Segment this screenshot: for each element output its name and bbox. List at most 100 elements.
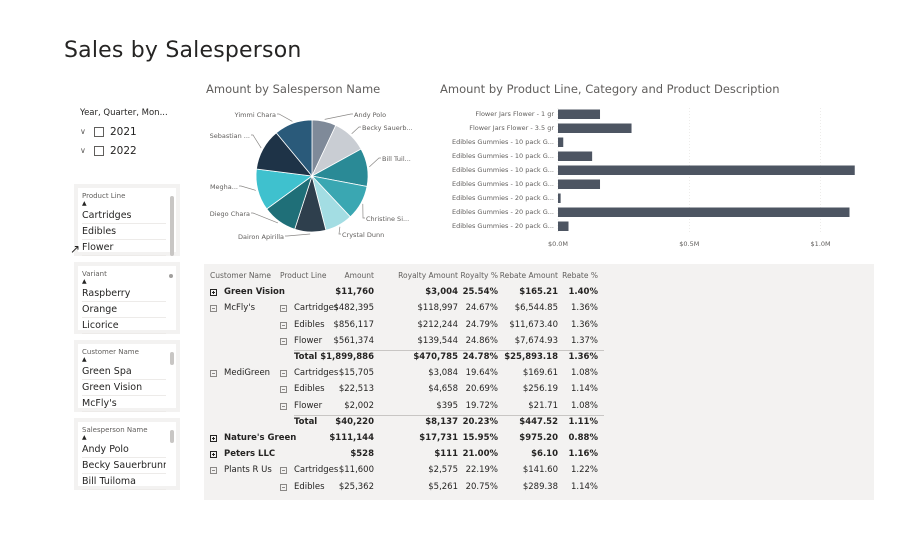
slicer-header: Product Line	[82, 192, 126, 200]
product-line-cell: Edibles	[294, 384, 325, 395]
slicer-item[interactable]: Bill Tuiloma	[82, 474, 166, 490]
customer-name-cell: McFly's	[224, 303, 256, 314]
matrix-header-row: Customer Name Product Line Amount Royalty A…	[204, 268, 604, 284]
pie-label: Christine Si...	[366, 215, 409, 223]
amount-cell: $25,362	[338, 481, 374, 492]
pie-leader-line	[338, 226, 341, 235]
matrix-row: Edibles $25,362 $5,261 20.75% $289.38 1.14%	[204, 479, 604, 495]
scrollbar[interactable]	[170, 196, 174, 256]
bar[interactable]	[558, 207, 850, 218]
rebate-amount-cell: $6.10	[531, 449, 558, 460]
date-slicer-label: 2022	[110, 144, 137, 157]
rebate-amount-cell: $256.19	[522, 384, 558, 395]
sort-icon[interactable]: ▲	[82, 278, 87, 285]
checkbox[interactable]	[94, 145, 104, 156]
pie-label: Andy Polo	[354, 111, 386, 119]
bar[interactable]	[558, 179, 601, 190]
expand-collapse-icon[interactable]	[210, 435, 217, 442]
expand-collapse-icon[interactable]	[280, 321, 287, 329]
chevron-down-icon[interactable]: ∨	[80, 146, 86, 155]
scrollbar[interactable]	[170, 352, 174, 365]
date-slicer-header: Year, Quarter, Mon...	[80, 108, 168, 118]
bar[interactable]	[558, 109, 601, 120]
bar[interactable]	[558, 137, 564, 148]
chevron-down-icon[interactable]: ∨	[80, 127, 86, 136]
matrix-row: McFly's Cartridges $482,395 $118,997 24.67% $…	[204, 300, 604, 316]
royalty-amount-cell: $4,658	[428, 384, 458, 395]
slicer-item[interactable]: Becky Sauerbrunn	[82, 458, 166, 474]
sort-icon[interactable]: ▲	[82, 200, 87, 207]
expand-collapse-icon[interactable]	[210, 305, 217, 313]
sort-icon[interactable]: ▲	[82, 434, 87, 441]
rebate-amount-cell: $6,544.85	[514, 303, 558, 314]
expand-collapse-icon[interactable]	[210, 467, 217, 475]
royalty-pct-cell: 24.86%	[465, 335, 498, 346]
expand-collapse-icon[interactable]	[280, 402, 287, 410]
bar-category-label: Flower Jars Flower - 3.5 gr	[469, 124, 554, 132]
expand-collapse-icon[interactable]	[210, 370, 217, 378]
bar[interactable]	[558, 151, 593, 162]
product-line-cell: Edibles	[294, 319, 325, 330]
bar[interactable]	[558, 221, 569, 232]
bar[interactable]	[558, 123, 632, 134]
product-line-cell: Cartridges	[294, 368, 339, 379]
bar[interactable]	[558, 165, 855, 176]
expand-collapse-icon[interactable]	[280, 370, 287, 378]
slicer-item[interactable]: Edibles	[82, 224, 166, 240]
rebate-pct-cell: 1.14%	[570, 384, 598, 395]
bar[interactable]	[558, 193, 561, 204]
expand-collapse-icon[interactable]	[210, 289, 217, 297]
rebate-amount-cell: $11,673.40	[509, 319, 558, 330]
slicer-item[interactable]: McFly's	[82, 396, 166, 412]
amount-cell: $11,760	[335, 287, 374, 298]
expand-collapse-icon[interactable]	[280, 467, 287, 475]
checkbox[interactable]	[94, 126, 104, 137]
slicer-item[interactable]: Green Spa	[82, 364, 166, 380]
rebate-amount-cell: $289.38	[522, 481, 558, 492]
bar-axis-tick-label: $1.0M	[811, 240, 831, 248]
royalty-amount-cell: $395	[436, 400, 458, 411]
royalty-pct-cell: 15.95%	[462, 433, 498, 443]
scrollbar[interactable]	[170, 430, 174, 443]
bar-chart: $0.0M $0.5M $1.0M Flower Jars Flower - 1 gr…	[452, 108, 855, 248]
slicer-item[interactable]: Licorice	[82, 318, 166, 334]
slicer-item[interactable]: Flower	[82, 240, 166, 256]
expand-collapse-icon[interactable]	[280, 305, 287, 313]
bar-category-label: Edibles Gummies - 10 pack G...	[452, 180, 554, 188]
slicer-item[interactable]: Cartridges	[82, 208, 166, 224]
royalty-pct-cell: 19.72%	[465, 400, 498, 411]
royalty-amount-cell: $5,261	[428, 481, 458, 492]
slicer-header: Variant	[82, 270, 107, 278]
rebate-amount-cell: $169.61	[522, 368, 558, 379]
slicer-item[interactable]: Andy Polo	[82, 442, 166, 458]
royalty-pct-cell: 24.79%	[465, 319, 498, 330]
slicer-item[interactable]: Raspberry	[82, 286, 166, 302]
date-slicer-item-2022[interactable]: ∨ 2022	[80, 141, 176, 160]
expand-collapse-icon[interactable]	[280, 386, 287, 394]
sort-icon[interactable]: ▲	[82, 356, 87, 363]
scrollbar[interactable]	[169, 274, 173, 278]
pie-leader-line	[251, 134, 262, 149]
column-header: Product Line	[280, 271, 327, 280]
slicer-body: Product Line ▲ Cartridges Edibles Flower	[78, 188, 176, 256]
royalty-amount-cell: $470,785	[413, 352, 458, 362]
page-title: Sales by Salesperson	[64, 38, 302, 63]
rebate-pct-cell: 1.16%	[568, 449, 599, 460]
bar-category-label: Edibles Gummies - 10 pack G...	[452, 138, 554, 146]
slicer-item[interactable]: Orange	[82, 302, 166, 318]
royalty-amount-cell: $212,244	[417, 319, 458, 330]
slicer-item[interactable]: Green Vision	[82, 380, 166, 396]
expand-collapse-icon[interactable]	[210, 451, 217, 459]
date-slicer-label: 2021	[110, 125, 137, 138]
pie-slice[interactable]	[275, 119, 313, 178]
date-slicer-item-2021[interactable]: ∨ 2021	[80, 122, 176, 141]
amount-cell: $11,600	[338, 465, 374, 476]
matrix-row: Plants R Us Cartridges $11,600 $2,575 22.19%…	[204, 462, 604, 478]
matrix-row: Edibles $856,117 $212,244 24.79% $11,673.40 1…	[204, 317, 604, 333]
expand-collapse-icon[interactable]	[280, 483, 287, 491]
pie-label: Diego Chara	[210, 210, 250, 218]
expand-collapse-icon[interactable]	[280, 337, 287, 345]
slicer-body: Customer Name ▲ Green Spa Green Vision M…	[78, 344, 176, 412]
product-line-cell: Edibles	[294, 481, 325, 492]
amount-cell: $40,220	[335, 416, 374, 427]
